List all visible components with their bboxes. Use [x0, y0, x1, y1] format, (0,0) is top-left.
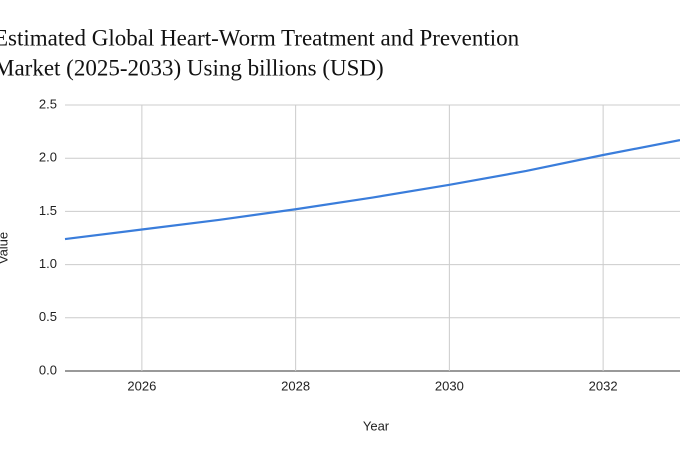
y-tick-label: 2.0 [39, 150, 57, 165]
x-tick-label: 2030 [435, 378, 464, 393]
y-tick-label: 0.5 [39, 309, 57, 324]
x-tick-label: 2026 [127, 378, 156, 393]
chart-title: Estimated Global Heart-Worm Treatment an… [0, 25, 520, 50]
y-axis-label: Value [0, 232, 10, 264]
y-tick-label: 2.5 [39, 96, 57, 111]
data-line [64, 139, 680, 241]
x-tick-label: 2028 [281, 378, 310, 393]
y-tick-label: 1.0 [39, 256, 57, 271]
y-tick-label: 0.0 [39, 362, 57, 377]
x-axis-label: Year [363, 418, 390, 433]
chart-title: Market (2025-2033) Using billions (USD) [0, 55, 384, 80]
y-tick-label: 1.5 [39, 203, 57, 218]
x-tick-label: 2032 [589, 378, 618, 393]
